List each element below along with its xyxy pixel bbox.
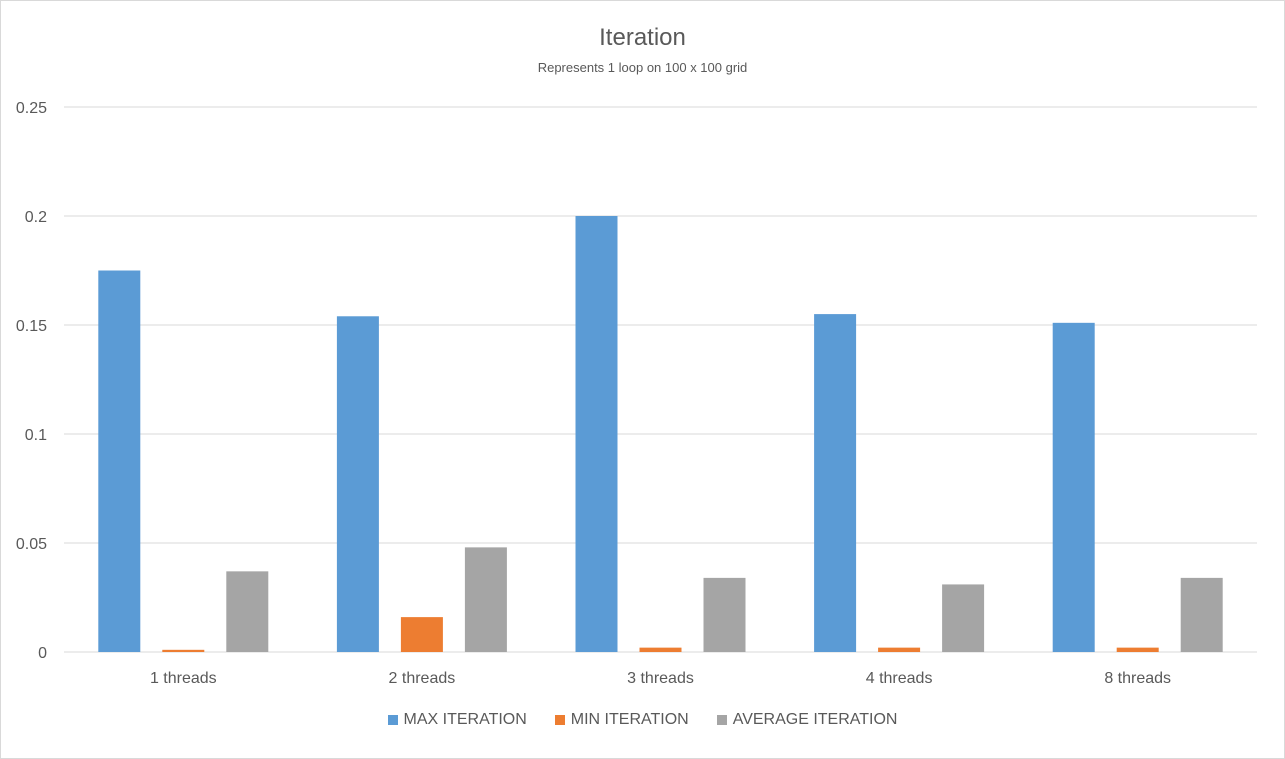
- bar-max-iteration-3-threads: [575, 216, 618, 652]
- bar-average-iteration-8-threads: [1180, 577, 1223, 652]
- y-tick-label: 0.15: [16, 318, 47, 335]
- bar-max-iteration-8-threads: [1052, 322, 1095, 652]
- legend-swatch: [554, 715, 565, 725]
- chart-subtitle: Represents 1 loop on 100 x 100 grid: [537, 60, 748, 75]
- y-tick-label: 0.25: [16, 100, 47, 117]
- bar-min-iteration-4-threads: [878, 647, 921, 652]
- chart-title: Iteration: [599, 24, 686, 51]
- x-tick-label: 8 threads: [1104, 670, 1171, 687]
- bar-max-iteration-4-threads: [814, 314, 857, 652]
- bar-min-iteration-1-threads: [162, 649, 205, 652]
- x-tick-label: 4 threads: [866, 670, 933, 687]
- bar-min-iteration-8-threads: [1116, 647, 1159, 652]
- legend-swatch: [387, 715, 398, 725]
- legend-label: MIN ITERATION: [570, 711, 689, 728]
- legend-swatch: [716, 715, 727, 725]
- legend-item: MIN ITERATION: [554, 711, 689, 729]
- bar-min-iteration-2-threads: [400, 617, 443, 652]
- legend: MAX ITERATION MIN ITERATION AVERAGE ITERAT…: [0, 711, 1285, 729]
- y-tick-label: 0.05: [16, 536, 47, 553]
- y-tick-label: 0.1: [25, 427, 47, 444]
- x-tick-label: 1 threads: [150, 670, 217, 687]
- bar-average-iteration-4-threads: [942, 584, 985, 652]
- legend-item: AVERAGE ITERATION: [716, 711, 898, 729]
- bar-max-iteration-1-threads: [98, 270, 141, 652]
- legend-label: AVERAGE ITERATION: [732, 711, 898, 728]
- legend-item: MAX ITERATION: [387, 711, 527, 729]
- x-tick-label: 3 threads: [627, 670, 694, 687]
- bar-average-iteration-1-threads: [226, 571, 269, 652]
- y-tick-label: 0: [38, 645, 47, 662]
- bar-min-iteration-3-threads: [639, 647, 682, 652]
- bar-average-iteration-2-threads: [464, 547, 507, 652]
- legend-label: MAX ITERATION: [403, 711, 527, 728]
- bar-average-iteration-3-threads: [703, 577, 746, 652]
- x-tick-label: 2 threads: [389, 670, 456, 687]
- y-tick-label: 0.2: [25, 209, 47, 226]
- bar-max-iteration-2-threads: [336, 316, 379, 652]
